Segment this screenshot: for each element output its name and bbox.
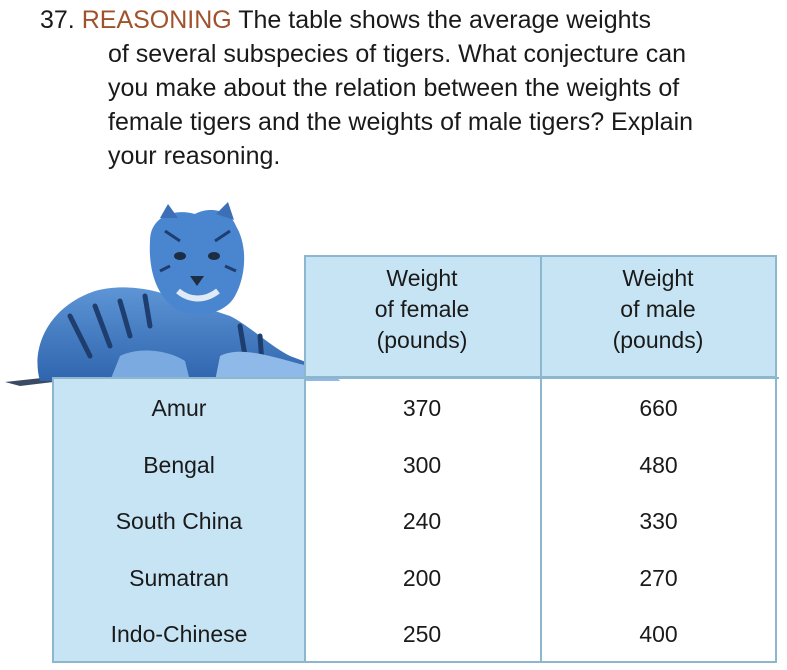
problem-number: 37. [40,6,75,34]
row-female-weight: 250 [402,621,442,647]
row-female-weight: 370 [402,395,442,421]
row-male-weight: 480 [639,452,678,478]
tiger-weights-table: Weight of female (pounds) Weight of male… [52,255,779,663]
header-female-weight: Weight of female (pounds) [374,265,470,353]
problem-first-line-text: The table shows the average weights [238,6,651,34]
row-name: Amur [151,395,207,421]
subspecies-column [52,378,306,663]
header-male-weight: Weight of male (pounds) [612,265,704,353]
row-male-weight: 660 [639,395,678,421]
problem-body: of several subspecies of tigers. What co… [108,40,694,170]
row-male-weight: 400 [639,621,678,647]
tiger-icon [5,202,341,386]
row-female-weight: 200 [402,565,442,591]
row-name: South China [115,508,243,534]
row-male-weight: 270 [639,565,678,591]
problem-keyword: REASONING [81,6,232,34]
row-female-weight: 240 [402,508,442,534]
column-divider [540,255,542,663]
row-female-weight: 300 [402,452,442,478]
header-divider [52,377,779,379]
problem-first-line: 37. REASONING The table shows the averag… [40,3,651,37]
row-name: Bengal [143,452,215,478]
row-male-weight: 330 [639,508,678,534]
row-name: Sumatran [129,565,229,591]
row-name: Indo-Chinese [110,621,248,647]
